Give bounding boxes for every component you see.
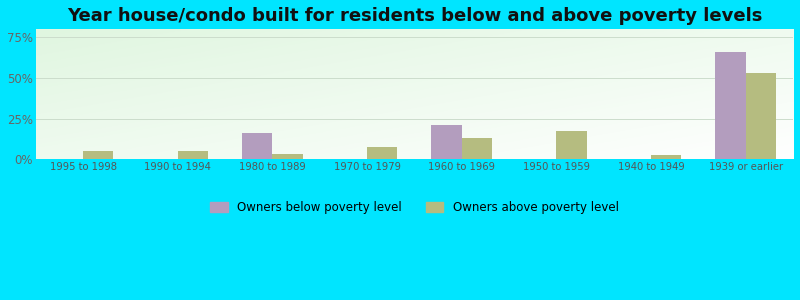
Bar [556,131,586,160]
Bar [242,134,272,160]
Bar [431,125,462,160]
Bar [462,138,492,160]
Bar [367,147,398,160]
Bar [651,154,682,160]
Bar [715,52,746,160]
Bar [746,73,776,160]
Bar [83,151,114,160]
Bar [272,154,302,160]
Bar [178,151,208,160]
Legend: Owners below poverty level, Owners above poverty level: Owners below poverty level, Owners above… [206,196,623,219]
Title: Year house/condo built for residents below and above poverty levels: Year house/condo built for residents bel… [66,7,762,25]
